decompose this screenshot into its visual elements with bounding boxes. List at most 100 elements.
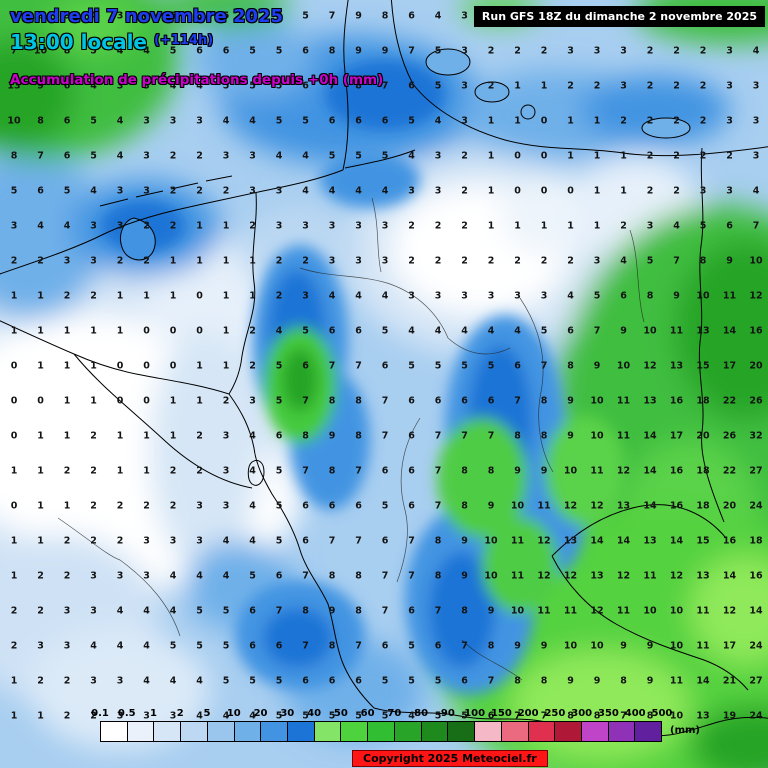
grid-value: 3 [196,115,203,127]
grid-value: 4 [116,640,124,652]
grid-value: 3 [328,255,336,267]
grid-value: 5 [275,675,283,687]
legend-tick: 40 [307,708,322,719]
grid-value: 9 [567,395,574,407]
legend-tick: 2 [176,708,184,719]
grid-value: 2 [646,80,654,92]
grid-value: 20 [696,430,710,442]
grid-value: 1 [222,325,230,337]
grid-value: 11 [537,500,551,512]
grid-value: 1 [487,185,495,197]
grid-value: 1 [196,220,203,232]
grid-value: 5 [196,640,203,652]
grid-value: 6 [408,465,415,477]
grid-value: 3 [726,115,733,127]
grid-value: 4 [434,10,442,22]
grid-value: 8 [540,430,548,442]
grid-value: 9 [328,430,336,442]
grid-value: 6 [275,430,283,442]
grid-value: 8 [461,605,468,617]
grid-value: 7 [461,430,468,442]
grid-value: 4 [275,150,283,162]
grid-value: 6 [302,675,309,687]
grid-value: 1 [514,80,521,92]
grid-value: 3 [90,255,97,267]
grid-value: 10 [563,640,578,652]
grid-value: 7 [752,220,760,232]
grid-value: 1 [10,710,18,722]
grid-value: 2 [63,710,71,722]
legend-tick: 0.5 [117,708,136,719]
grid-value: 6 [461,395,468,407]
grid-value: 0 [514,150,521,162]
grid-value: 2 [673,150,680,162]
legend-swatch [635,722,662,741]
grid-value: 8 [328,465,336,477]
grid-value: 3 [567,45,574,57]
grid-value: 1 [567,115,574,127]
grid-value: 7 [434,500,442,512]
grid-value: 5 [381,675,389,687]
grid-value: 0 [196,290,203,302]
border-cz-south [551,555,749,691]
grid-value: 8 [328,640,336,652]
legend-swatch [234,722,262,741]
grid-value: 3 [275,185,283,197]
grid-value: 5 [381,150,389,162]
grid-value: 4 [249,465,256,477]
grid-value: 16 [749,325,763,337]
grid-value: 3 [222,465,230,477]
grid-value: 27 [749,675,763,687]
grid-value: 6 [408,500,415,512]
grid-value: 3 [752,80,760,92]
grid-value: 0 [540,150,548,162]
grid-value: 4 [249,535,256,547]
grid-value: 7 [540,710,548,722]
grid-value: 7 [355,360,362,372]
grid-value: 9 [620,640,627,652]
grid-value: 27 [749,465,763,477]
map-islands [119,48,691,261]
grid-value: 2 [196,150,203,162]
grid-value: 2 [169,150,177,162]
grid-value: 2 [169,500,177,512]
grid-value: 1 [249,290,256,302]
grid-value: 1 [37,430,44,442]
grid-value: 4 [249,115,256,127]
grid-value: 3 [487,290,495,302]
grid-value: 8 [355,430,362,442]
grid-value: 2 [699,150,707,162]
grid-value: 5 [249,675,256,687]
grid-value: 1 [249,255,256,267]
grid-value: 3 [143,535,150,547]
grid-value: 11 [590,465,604,477]
grid-value: 12 [537,570,551,582]
grid-value: 3 [699,185,707,197]
grid-value: 3 [275,220,283,232]
grid-value: 1 [620,185,627,197]
grid-value: 4 [567,290,574,302]
grid-value: 18 [749,535,763,547]
grid-value: 14 [616,535,631,547]
legend-tick: 500 [651,708,673,719]
grid-value: 2 [275,290,283,302]
grid-value: 0 [116,360,124,372]
grid-value: 1 [143,290,150,302]
border-ch [373,707,547,723]
grid-value: 4 [10,10,18,22]
grid-value: 14 [643,500,657,512]
grid-value: 14 [590,535,604,547]
grid-value: 6 [620,290,627,302]
grid-value: 5 [249,570,256,582]
grid-value: 5 [275,115,283,127]
run-info-box: Run GFS 18Z du dimanche 2 novembre 2025 [473,6,765,27]
map-color-details [101,60,625,695]
legend-tick: 70 [387,708,402,719]
grid-value: 9 [593,360,601,372]
coastline-belgium [0,320,75,355]
grid-value: 5 [355,710,362,722]
grid-value: 1 [116,430,124,442]
grid-value: 11 [616,395,631,407]
grid-value: 0 [143,325,150,337]
